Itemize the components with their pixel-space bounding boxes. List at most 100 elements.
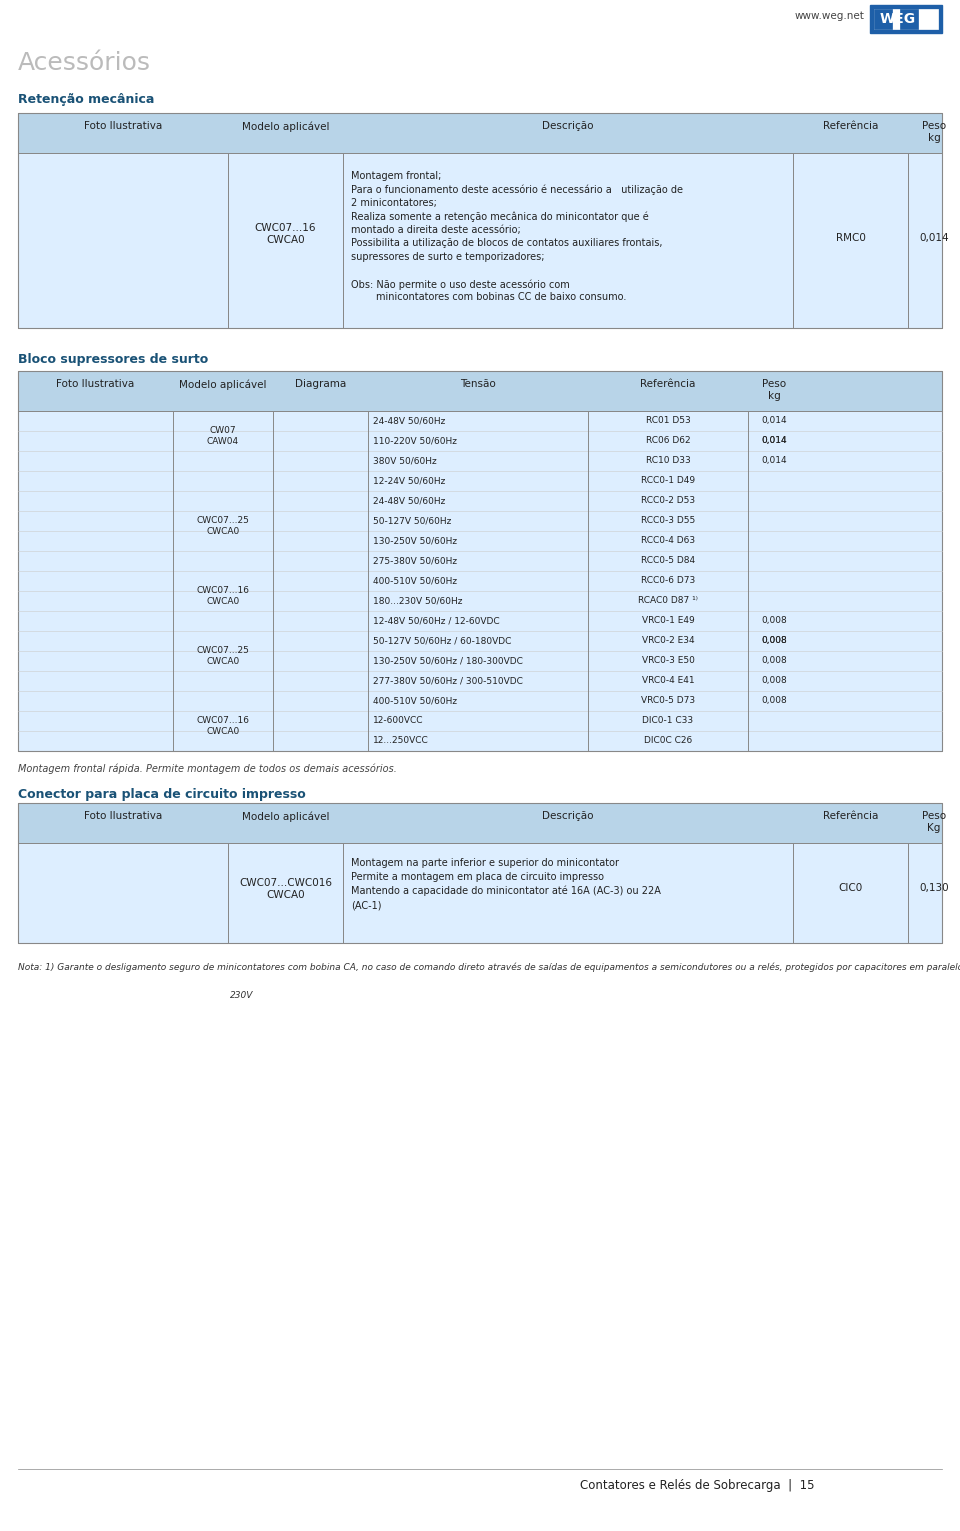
Bar — [18, 153, 942, 328]
Text: 0,130: 0,130 — [919, 883, 948, 893]
Text: Retenção mecânica: Retenção mecânica — [18, 93, 155, 106]
Text: VRC0-3 E50: VRC0-3 E50 — [641, 655, 694, 664]
Text: RCC0-6 D73: RCC0-6 D73 — [641, 576, 695, 585]
Text: Foto Ilustrativa: Foto Ilustrativa — [84, 121, 162, 132]
Text: RMC0: RMC0 — [835, 233, 865, 243]
Text: 12-48V 50/60Hz / 12-60VDC: 12-48V 50/60Hz / 12-60VDC — [373, 615, 499, 625]
Text: montado a direita deste acessório;: montado a direita deste acessório; — [351, 225, 520, 234]
Text: VRC0-4 E41: VRC0-4 E41 — [641, 677, 694, 684]
Text: Diagrama: Diagrama — [295, 380, 347, 389]
Text: Permite a montagem em placa de circuito impresso: Permite a montagem em placa de circuito … — [351, 873, 604, 882]
Bar — [874, 9, 938, 29]
Bar — [18, 802, 942, 943]
Text: 24-48V 50/60Hz: 24-48V 50/60Hz — [373, 416, 445, 426]
Text: Descrição: Descrição — [542, 811, 593, 821]
Text: 130-250V 50/60Hz / 180-300VDC: 130-250V 50/60Hz / 180-300VDC — [373, 655, 523, 664]
Text: CWC07...CWC016
CWCA0: CWC07...CWC016 CWCA0 — [239, 877, 332, 900]
Text: CWC07...25
CWCA0: CWC07...25 CWCA0 — [197, 646, 250, 666]
Text: Descrição: Descrição — [542, 121, 593, 132]
Text: Possibilita a utilização de blocos de contatos auxiliares frontais,: Possibilita a utilização de blocos de co… — [351, 239, 662, 248]
Text: 230V: 230V — [230, 991, 253, 1000]
Text: 0,014: 0,014 — [761, 456, 787, 465]
Text: 180...230V 50/60Hz: 180...230V 50/60Hz — [373, 596, 463, 605]
Text: RCC0-5 D84: RCC0-5 D84 — [641, 556, 695, 565]
Text: RCC0-1 D49: RCC0-1 D49 — [641, 476, 695, 485]
Text: 275-380V 50/60Hz: 275-380V 50/60Hz — [373, 556, 457, 565]
Text: 0,008: 0,008 — [761, 635, 787, 645]
Text: 0,014: 0,014 — [919, 233, 948, 243]
Bar — [874, 9, 892, 29]
Text: Obs: Não permite o uso deste acessório com: Obs: Não permite o uso deste acessório c… — [351, 279, 569, 289]
Text: Nota: 1) Garante o desligamento seguro de minicontatores com bobina CA, no caso : Nota: 1) Garante o desligamento seguro d… — [18, 963, 960, 972]
Text: 24-48V 50/60Hz: 24-48V 50/60Hz — [373, 496, 445, 505]
Text: 110-220V 50/60Hz: 110-220V 50/60Hz — [373, 436, 457, 446]
Text: CIC0: CIC0 — [838, 883, 863, 893]
Text: RCC0-2 D53: RCC0-2 D53 — [641, 496, 695, 505]
Text: supressores de surto e temporizadores;: supressores de surto e temporizadores; — [351, 253, 544, 262]
Text: Tensão: Tensão — [460, 380, 496, 389]
Text: 0,008: 0,008 — [761, 677, 787, 684]
Text: 0,008: 0,008 — [761, 697, 787, 704]
Bar — [18, 410, 942, 752]
Text: DIC0-1 C33: DIC0-1 C33 — [642, 717, 693, 726]
Text: 380V 50/60Hz: 380V 50/60Hz — [373, 456, 437, 465]
Text: Conector para placa de circuito impresso: Conector para placa de circuito impresso — [18, 788, 305, 801]
Text: 50-127V 50/60Hz: 50-127V 50/60Hz — [373, 516, 451, 525]
Text: Foto Ilustrativa: Foto Ilustrativa — [57, 380, 134, 389]
Text: Montagem na parte inferior e superior do minicontator: Montagem na parte inferior e superior do… — [351, 857, 619, 868]
Bar — [18, 371, 942, 410]
Text: Referência: Referência — [823, 121, 878, 132]
Text: Realiza somente a retenção mecânica do minicontator que é: Realiza somente a retenção mecânica do m… — [351, 211, 649, 222]
Text: 12-24V 50/60Hz: 12-24V 50/60Hz — [373, 476, 445, 485]
Text: Acessórios: Acessórios — [18, 51, 151, 75]
Text: VRC0-5 D73: VRC0-5 D73 — [641, 697, 695, 704]
Text: 2 minicontatores;: 2 minicontatores; — [351, 197, 437, 208]
Text: Peso
Kg: Peso Kg — [922, 811, 946, 833]
Text: RC01 D53: RC01 D53 — [646, 416, 690, 426]
Text: Bloco supressores de surto: Bloco supressores de surto — [18, 354, 208, 366]
Text: CW07
CAW04: CW07 CAW04 — [207, 426, 239, 446]
Text: www.weg.net: www.weg.net — [795, 11, 865, 21]
Text: Contatores e Relés de Sobrecarga  |  15: Contatores e Relés de Sobrecarga | 15 — [580, 1479, 814, 1493]
Text: CWC07...16
CWCA0: CWC07...16 CWCA0 — [197, 717, 250, 736]
Text: minicontatores com bobinas CC de baixo consumo.: minicontatores com bobinas CC de baixo c… — [351, 292, 626, 303]
Text: 400-510V 50/60Hz: 400-510V 50/60Hz — [373, 576, 457, 585]
Text: 0,014: 0,014 — [761, 436, 787, 446]
Text: 400-510V 50/60Hz: 400-510V 50/60Hz — [373, 697, 457, 704]
Bar — [18, 113, 942, 328]
Text: VRC0-1 E49: VRC0-1 E49 — [641, 615, 694, 625]
Text: Peso
kg: Peso kg — [762, 380, 786, 401]
Text: Modelo aplicável: Modelo aplicável — [242, 811, 329, 822]
Text: 277-380V 50/60Hz / 300-510VDC: 277-380V 50/60Hz / 300-510VDC — [373, 677, 523, 684]
Text: 50-127V 50/60Hz / 60-180VDC: 50-127V 50/60Hz / 60-180VDC — [373, 635, 512, 645]
Text: Modelo aplicável: Modelo aplicável — [180, 380, 267, 389]
Text: Mantendo a capacidade do minicontator até 16A (AC-3) ou 22A: Mantendo a capacidade do minicontator at… — [351, 886, 660, 897]
Text: Referência: Referência — [823, 811, 878, 821]
Text: 0,014: 0,014 — [761, 416, 787, 426]
Text: 0,008: 0,008 — [761, 615, 787, 625]
Bar — [18, 113, 942, 153]
Text: Foto Ilustrativa: Foto Ilustrativa — [84, 811, 162, 821]
Text: 12-600VCC: 12-600VCC — [373, 717, 423, 726]
Text: 12...250VCC: 12...250VCC — [373, 736, 429, 746]
Text: Montagem frontal;: Montagem frontal; — [351, 171, 442, 181]
Text: RCAC0 D87 ¹⁾: RCAC0 D87 ¹⁾ — [638, 596, 698, 605]
Text: (AC-1): (AC-1) — [351, 900, 381, 909]
Bar — [18, 802, 942, 844]
Text: RC06 D62: RC06 D62 — [646, 436, 690, 446]
Text: 0,008: 0,008 — [761, 655, 787, 664]
Bar — [18, 371, 942, 752]
Text: WEG: WEG — [880, 12, 916, 26]
Text: 130-250V 50/60Hz: 130-250V 50/60Hz — [373, 536, 457, 545]
Text: RC10 D33: RC10 D33 — [646, 456, 690, 465]
Text: Modelo aplicável: Modelo aplicável — [242, 121, 329, 132]
Text: CWC07...25
CWCA0: CWC07...25 CWCA0 — [197, 516, 250, 536]
Text: CWC07...16
CWCA0: CWC07...16 CWCA0 — [197, 586, 250, 606]
Text: RCC0-4 D63: RCC0-4 D63 — [641, 536, 695, 545]
Text: 0,014: 0,014 — [761, 436, 787, 446]
Text: CWC07...16
CWCA0: CWC07...16 CWCA0 — [254, 224, 316, 245]
Text: Montagem frontal rápida. Permite montagem de todos os demais acessórios.: Montagem frontal rápida. Permite montage… — [18, 762, 396, 773]
Text: DIC0C C26: DIC0C C26 — [644, 736, 692, 746]
Text: 0,008: 0,008 — [761, 635, 787, 645]
Text: VRC0-2 E34: VRC0-2 E34 — [641, 635, 694, 645]
